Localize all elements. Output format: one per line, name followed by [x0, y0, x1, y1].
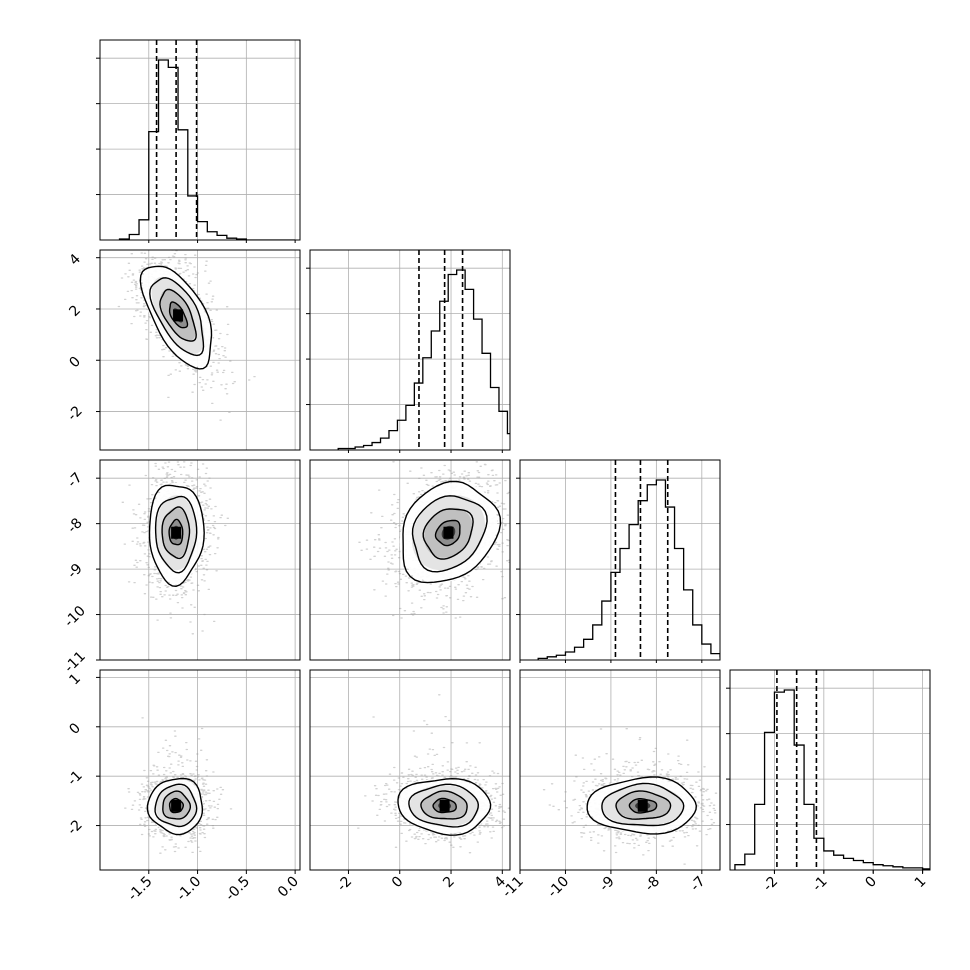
- contour-line: [432, 797, 457, 814]
- y-tick-label: 1: [66, 671, 84, 689]
- joint-content: [542, 728, 720, 865]
- histogram-step: [734, 689, 930, 870]
- joint-panel-3-1: [309, 669, 511, 871]
- density-peak: [443, 526, 454, 539]
- y-tick-label: -8: [65, 515, 86, 536]
- y-tick-label: -10: [61, 603, 88, 630]
- joint-panel-2-0: [99, 459, 301, 661]
- axes-frame: [519, 669, 721, 871]
- joint-panel-1-0: [99, 249, 301, 451]
- contour-line: [139, 265, 213, 370]
- axes-frame: [99, 669, 301, 871]
- axes-frame: [309, 459, 511, 661]
- histogram-panel-0: [96, 39, 301, 241]
- contour-line: [601, 782, 685, 827]
- x-tick-label: -2: [760, 874, 781, 895]
- axes-frame: [519, 459, 721, 661]
- contour-line: [168, 518, 184, 546]
- histogram-panel-2: [516, 459, 721, 661]
- contour-line: [149, 277, 205, 357]
- x-tick-label: -2: [334, 874, 355, 895]
- x-tick-label: -7: [687, 874, 708, 895]
- contour-line: [159, 288, 197, 342]
- density-peak: [171, 526, 182, 539]
- histogram-step: [537, 479, 720, 660]
- axes-frame: [99, 39, 301, 241]
- contour-line: [615, 790, 672, 820]
- y-tick-label: 0: [66, 354, 84, 372]
- y-tick-label: -9: [65, 561, 86, 582]
- joint-content: [358, 461, 510, 619]
- density-peak: [173, 309, 184, 322]
- y-tick-label: -2: [65, 403, 86, 424]
- x-tick-label: -9: [597, 874, 618, 895]
- y-tick-label: -2: [65, 817, 86, 838]
- x-tick-label: 1: [912, 874, 930, 892]
- x-tick-label: -8: [642, 874, 663, 895]
- x-tick-label: 0: [862, 874, 880, 892]
- y-tick-label: -1: [65, 768, 86, 789]
- x-tick-label: -1: [809, 874, 830, 895]
- x-tick-label: -1.0: [174, 874, 205, 905]
- contour-line: [154, 783, 198, 828]
- x-tick-label: -0.5: [223, 874, 254, 905]
- contour-line: [146, 777, 204, 836]
- contour-line: [161, 506, 191, 560]
- contour-line: [397, 777, 492, 836]
- joint-content: [121, 460, 230, 635]
- contour-line: [154, 495, 198, 574]
- histogram-panel-3: [726, 669, 931, 871]
- density-peak: [439, 799, 450, 812]
- contour-line: [422, 508, 474, 560]
- contour-line: [434, 519, 461, 547]
- joint-content: [117, 250, 256, 421]
- contour-line: [408, 783, 480, 828]
- histogram-step: [118, 59, 296, 240]
- x-tick-label: 0: [389, 874, 407, 892]
- density-peak: [637, 799, 648, 812]
- contour-line: [411, 495, 488, 573]
- contour-line: [586, 776, 698, 835]
- y-tick-label: -7: [65, 470, 86, 491]
- joint-panel-3-0: [99, 669, 301, 871]
- axes-frame: [99, 459, 301, 661]
- y-tick-label: 4: [66, 251, 84, 269]
- y-tick-label: 0: [66, 720, 84, 738]
- y-tick-label: 2: [66, 302, 84, 320]
- axes-frame: [99, 249, 301, 451]
- joint-panel-2-1: [309, 459, 511, 661]
- contour-line: [628, 798, 658, 814]
- histogram-step: [337, 269, 510, 450]
- axes-frame: [309, 669, 511, 871]
- x-tick-label: 2: [440, 874, 458, 892]
- x-tick-label: -11: [499, 874, 526, 901]
- contour-line: [148, 484, 205, 588]
- contour-line: [168, 301, 189, 329]
- contour-line: [162, 790, 191, 820]
- joint-panel-3-2: [519, 669, 721, 871]
- joint-content: [124, 717, 233, 854]
- x-tick-label: 0.0: [275, 874, 302, 901]
- contour-line: [420, 790, 468, 820]
- contour-line: [402, 480, 502, 584]
- x-tick-label: -10: [545, 874, 572, 901]
- density-peak: [171, 799, 182, 812]
- axes-frame: [729, 669, 931, 871]
- histogram-panel-1: [306, 249, 511, 451]
- x-tick-label: -1.5: [125, 874, 156, 905]
- joint-content: [357, 694, 510, 854]
- y-tick-label: -11: [61, 648, 88, 675]
- axes-frame: [309, 249, 511, 451]
- contour-line: [168, 797, 184, 814]
